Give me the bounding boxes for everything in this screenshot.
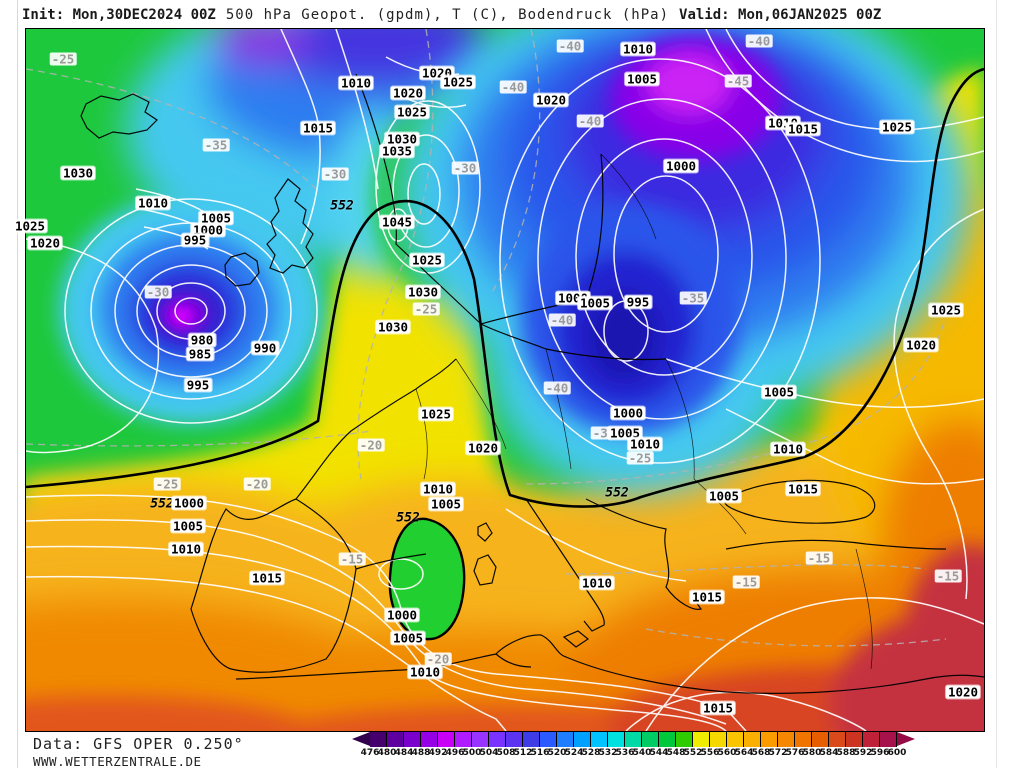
chart-title-bar: Init: Mon,30DEC2024 00Z 500 hPa Geopot. … <box>22 4 997 26</box>
colorbar-segment <box>523 732 540 747</box>
colorbar-segment <box>642 732 659 747</box>
colorbar-tick: 484 <box>394 748 414 758</box>
credits: Data: GFS OPER 0.250° WWW.WETTERZENTRALE… <box>33 735 244 768</box>
colorbar-segment <box>795 732 812 747</box>
website-label: WWW.WETTERZENTRALE.DE <box>33 754 202 768</box>
colorbar-segments <box>352 732 915 747</box>
colorbar-tick: 544 <box>649 748 669 758</box>
colorbar-tick: 548 <box>666 748 686 758</box>
colorbar-tick: 488 <box>411 748 431 758</box>
colorbar-tick: 592 <box>853 748 873 758</box>
colorbar-segment <box>421 732 438 747</box>
colorbar-segment <box>574 732 591 747</box>
colorbar-segment <box>557 732 574 747</box>
colorbar-segment <box>625 732 642 747</box>
colorbar-segment <box>659 732 676 747</box>
colorbar-tick: 564 <box>734 748 754 758</box>
colorbar-segment <box>693 732 710 747</box>
colorbar-segment <box>880 732 897 747</box>
colorbar-tick: 492 <box>428 748 448 758</box>
colorbar-tick: 520 <box>547 748 567 758</box>
colorbar-segment <box>744 732 761 747</box>
colorbar-tick: 572 <box>768 748 788 758</box>
colorbar-tick: 532 <box>598 748 618 758</box>
colorbar-segment <box>829 732 846 747</box>
colorbar-arrow-left <box>352 732 370 746</box>
colorbar-segment <box>472 732 489 747</box>
colorbar-tick: 528 <box>581 748 601 758</box>
colorbar-segment <box>404 732 421 747</box>
colorbar-tick: 536 <box>615 748 635 758</box>
colorbar-tick: 516 <box>530 748 550 758</box>
colorbar-tick: 580 <box>802 748 822 758</box>
init-time-label: Init: Mon,30DEC2024 00Z <box>22 7 216 23</box>
colorbar-tick: 504 <box>479 748 499 758</box>
colorbar-tick: 552 <box>683 748 703 758</box>
page-edge-line <box>996 0 997 768</box>
colorbar-segment <box>863 732 880 747</box>
colorbar-tick: 540 <box>632 748 652 758</box>
colorbar-segment <box>727 732 744 747</box>
colorbar-tick: 556 <box>700 748 720 758</box>
colorbar-tick: 524 <box>564 748 584 758</box>
geopotential-colorbar: 476 480 484 488 492 496 500 504 508 512 516 520 524 5… <box>352 732 915 760</box>
colorbar-segment <box>540 732 557 747</box>
colorbar-segment <box>387 732 404 747</box>
colorbar-segment <box>761 732 778 747</box>
colorbar-segment <box>506 732 523 747</box>
colorbar-segment <box>846 732 863 747</box>
colorbar-tick: 512 <box>513 748 533 758</box>
colorbar-segment <box>608 732 625 747</box>
colorbar-segment <box>591 732 608 747</box>
colorbar-segment <box>676 732 693 747</box>
colorbar-tick: 584 <box>819 748 839 758</box>
colorbar-tick: 476 <box>360 748 380 758</box>
page-edge-line <box>17 0 18 768</box>
weather-map <box>25 28 985 732</box>
colorbar-tick: 588 <box>836 748 856 758</box>
colorbar-tick: 568 <box>751 748 771 758</box>
colorbar-tick: 576 <box>785 748 805 758</box>
weather-map-field <box>26 29 984 731</box>
colorbar-tick: 508 <box>496 748 516 758</box>
colorbar-segment <box>489 732 506 747</box>
colorbar-tick-labels: 476 480 484 488 492 496 500 504 508 512 516 520 524 5… <box>360 747 915 758</box>
colorbar-segment <box>438 732 455 747</box>
colorbar-tick: 596 <box>870 748 890 758</box>
colorbar-tick: 500 <box>462 748 482 758</box>
chart-title: 500 hPa Geopot. (gpdm), T (C), Bodendruc… <box>225 7 670 23</box>
colorbar-segment <box>778 732 795 747</box>
data-source-label: Data: GFS OPER 0.250° <box>33 735 244 753</box>
colorbar-segment <box>710 732 727 747</box>
colorbar-arrow-right <box>897 732 915 746</box>
colorbar-segment <box>370 732 387 747</box>
colorbar-tick: 496 <box>445 748 465 758</box>
colorbar-tick: 600 <box>887 748 907 758</box>
colorbar-tick: 560 <box>717 748 737 758</box>
colorbar-segment <box>812 732 829 747</box>
colorbar-segment <box>455 732 472 747</box>
valid-time-label: Valid: Mon,06JAN2025 00Z <box>679 7 882 23</box>
colorbar-tick: 480 <box>377 748 397 758</box>
